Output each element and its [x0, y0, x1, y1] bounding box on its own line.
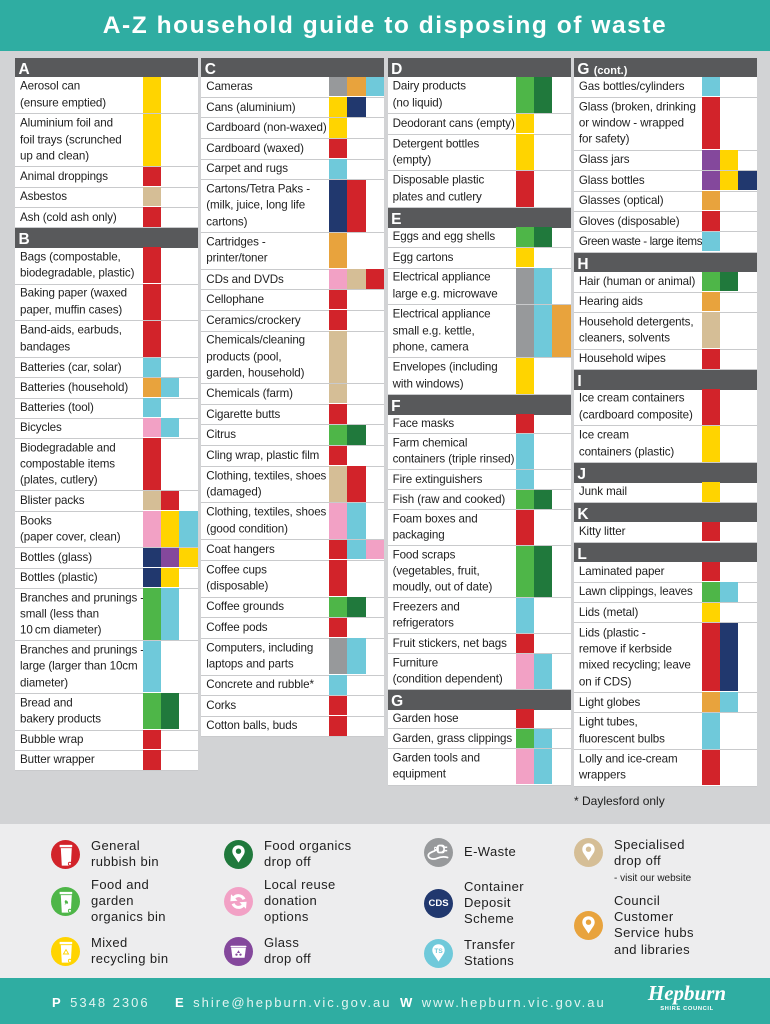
svg-text:TS: TS [434, 948, 443, 955]
